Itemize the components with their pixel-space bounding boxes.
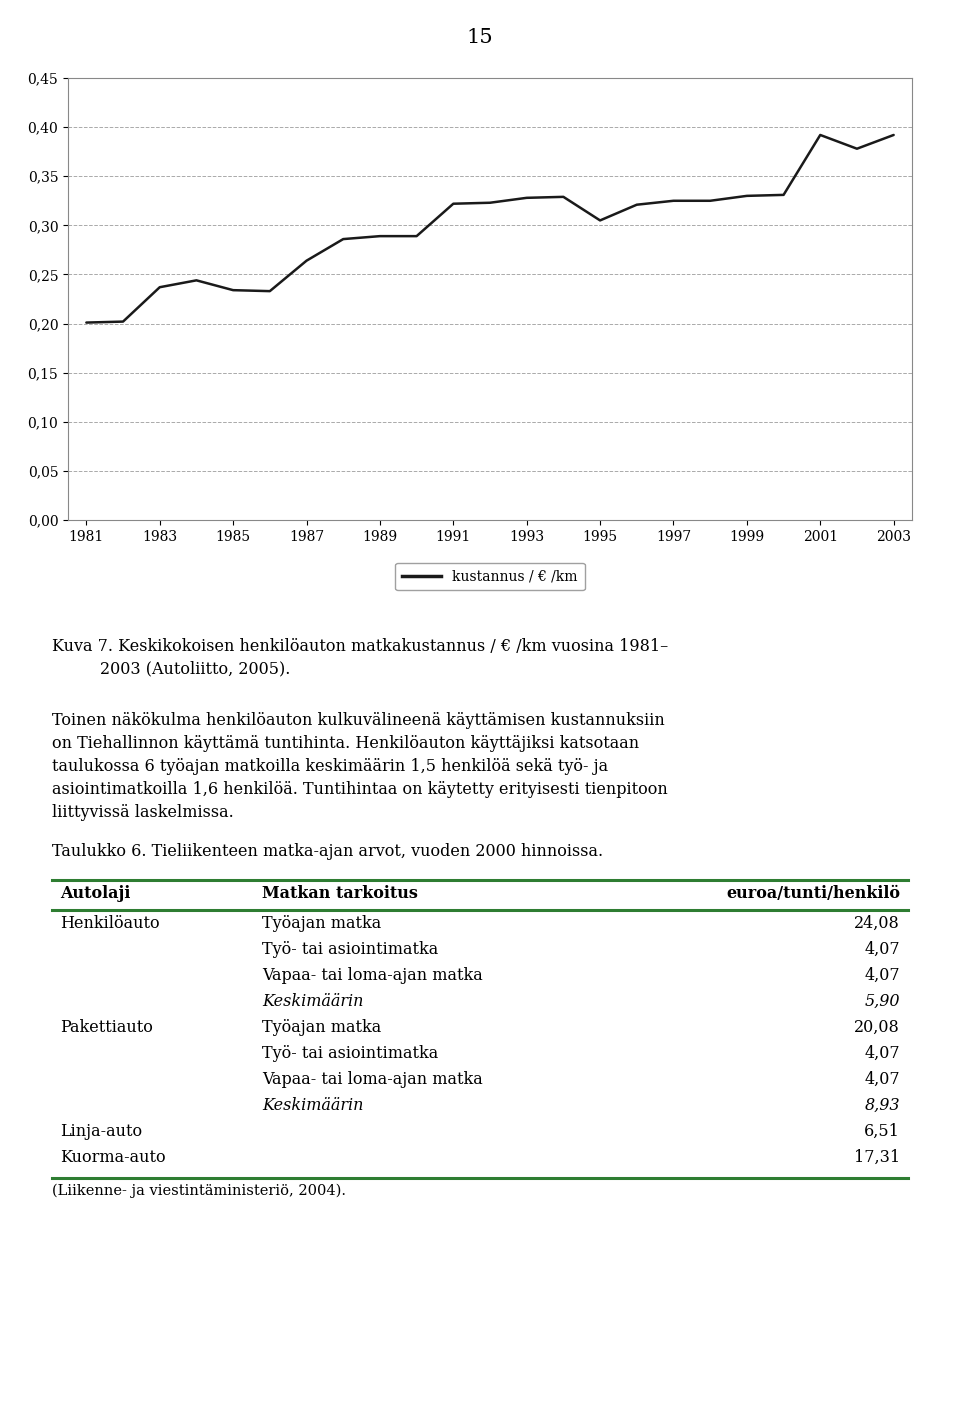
Text: Kuva 7. Keskikokoisen henkilöauton matkakustannus / € /km vuosina 1981–: Kuva 7. Keskikokoisen henkilöauton matka… — [52, 638, 668, 656]
Text: 5,90: 5,90 — [865, 993, 900, 1010]
Text: Pakettiauto: Pakettiauto — [60, 1019, 153, 1036]
Text: Kuorma-auto: Kuorma-auto — [60, 1149, 166, 1166]
Text: 17,31: 17,31 — [853, 1149, 900, 1166]
Text: Työ- tai asiointimatka: Työ- tai asiointimatka — [262, 940, 439, 958]
Text: Työajan matka: Työajan matka — [262, 1019, 381, 1036]
Text: 24,08: 24,08 — [854, 915, 900, 932]
Text: taulukossa 6 työajan matkoilla keskimäärin 1,5 henkilöä sekä työ- ja: taulukossa 6 työajan matkoilla keskimäär… — [52, 758, 608, 775]
Text: Toinen näkökulma henkilöauton kulkuvälineenä käyttämisen kustannuksiin: Toinen näkökulma henkilöauton kulkuvälin… — [52, 712, 664, 730]
Text: Taulukko 6. Tieliikenteen matka-ajan arvot, vuoden 2000 hinnoissa.: Taulukko 6. Tieliikenteen matka-ajan arv… — [52, 844, 603, 861]
Text: 20,08: 20,08 — [854, 1019, 900, 1036]
Text: 4,07: 4,07 — [864, 1072, 900, 1089]
Text: on Tiehallinnon käyttämä tuntihinta. Henkilöauton käyttäjiksi katsotaan: on Tiehallinnon käyttämä tuntihinta. Hen… — [52, 735, 639, 752]
Text: Autolaji: Autolaji — [60, 885, 131, 902]
Text: 4,07: 4,07 — [864, 940, 900, 958]
Text: 4,07: 4,07 — [864, 968, 900, 985]
Text: 15: 15 — [467, 28, 493, 47]
Legend: kustannus / € /km: kustannus / € /km — [396, 563, 585, 590]
Text: Keskimäärin: Keskimäärin — [262, 993, 364, 1010]
Text: Keskimäärin: Keskimäärin — [262, 1097, 364, 1114]
Text: Linja-auto: Linja-auto — [60, 1123, 142, 1140]
Text: asiointimatkoilla 1,6 henkilöä. Tuntihintaa on käytetty erityisesti tienpitoon: asiointimatkoilla 1,6 henkilöä. Tuntihin… — [52, 781, 668, 798]
Text: Työ- tai asiointimatka: Työ- tai asiointimatka — [262, 1045, 439, 1062]
Text: 6,51: 6,51 — [864, 1123, 900, 1140]
Text: Henkilöauto: Henkilöauto — [60, 915, 159, 932]
Text: euroa/tunti/henkilö: euroa/tunti/henkilö — [726, 885, 900, 902]
Text: Matkan tarkoitus: Matkan tarkoitus — [262, 885, 418, 902]
Text: Työajan matka: Työajan matka — [262, 915, 381, 932]
Text: 4,07: 4,07 — [864, 1045, 900, 1062]
Text: Vapaa- tai loma-ajan matka: Vapaa- tai loma-ajan matka — [262, 968, 483, 985]
Text: 2003 (Autoliitto, 2005).: 2003 (Autoliitto, 2005). — [100, 660, 290, 677]
Text: (Liikenne- ja viestintäministeriö, 2004).: (Liikenne- ja viestintäministeriö, 2004)… — [52, 1184, 346, 1198]
Text: liittyvissä laskelmissa.: liittyvissä laskelmissa. — [52, 804, 233, 821]
Text: Vapaa- tai loma-ajan matka: Vapaa- tai loma-ajan matka — [262, 1072, 483, 1089]
Text: 8,93: 8,93 — [865, 1097, 900, 1114]
